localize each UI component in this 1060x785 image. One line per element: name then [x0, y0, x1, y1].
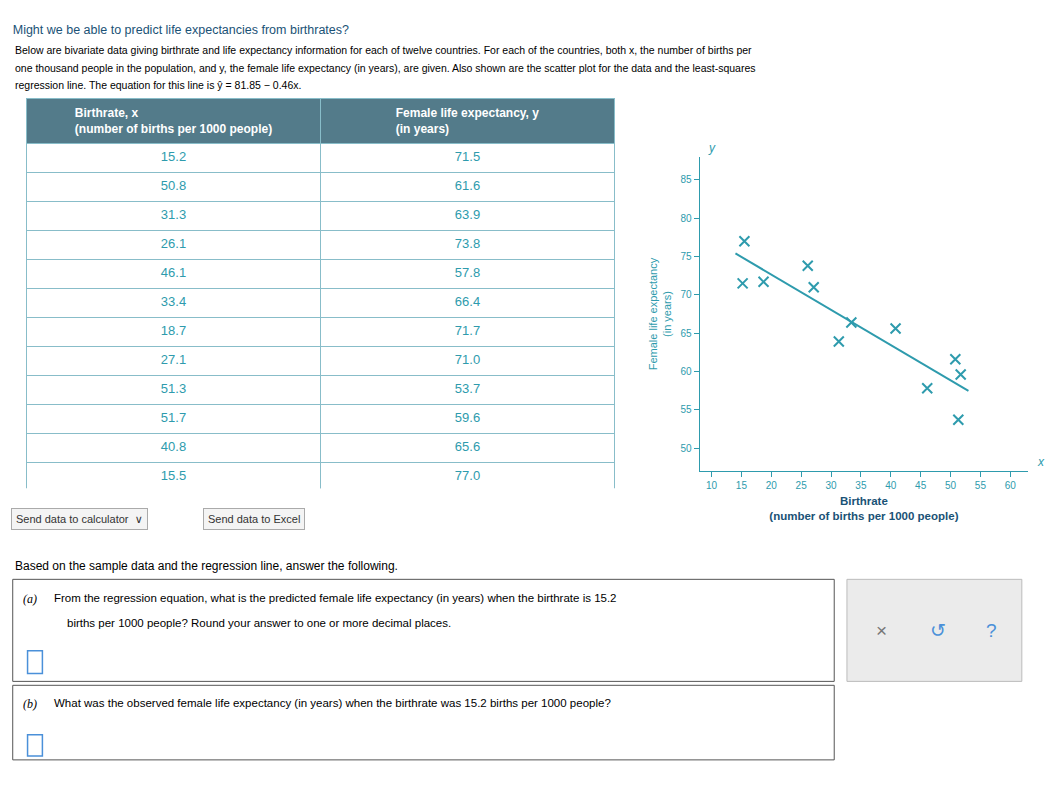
- svg-text:27.1: 27.1: [161, 352, 186, 367]
- svg-text:Female life expectancy, y(in y: Female life expectancy, y(in years): [396, 106, 540, 136]
- svg-text:55: 55: [975, 480, 987, 491]
- svg-text:80: 80: [680, 213, 692, 224]
- svg-text:x: x: [1037, 455, 1045, 469]
- svg-text:50: 50: [945, 480, 957, 491]
- svg-text:33.4: 33.4: [161, 294, 186, 309]
- svg-text:65: 65: [680, 328, 692, 339]
- svg-text:15.5: 15.5: [161, 468, 186, 483]
- svg-text:51.3: 51.3: [161, 381, 186, 396]
- svg-text:↺: ↺: [930, 619, 946, 641]
- svg-text:(a): (a): [23, 592, 37, 606]
- svg-text:18.7: 18.7: [161, 323, 186, 338]
- svg-text:40: 40: [885, 480, 897, 491]
- svg-text:15.2: 15.2: [161, 149, 186, 164]
- svg-text:45: 45: [915, 480, 927, 491]
- svg-text:63.9: 63.9: [455, 207, 480, 222]
- svg-text:Send data to calculator ∨: Send data to calculator ∨: [16, 513, 143, 525]
- svg-text:46.1: 46.1: [161, 265, 186, 280]
- svg-text:Might we be able to predict li: Might we be able to predict life expecta…: [13, 23, 349, 37]
- svg-text:70: 70: [680, 289, 692, 300]
- svg-text:30: 30: [825, 480, 837, 491]
- svg-text:(b): (b): [23, 697, 37, 711]
- svg-text:births per 1000 people? Round: births per 1000 people? Round your answe…: [67, 617, 451, 629]
- svg-text:85: 85: [680, 174, 692, 185]
- svg-text:73.8: 73.8: [455, 236, 480, 251]
- svg-text:59.6: 59.6: [455, 410, 480, 425]
- svg-text:Female life expectancy(in year: Female life expectancy(in years): [647, 257, 673, 370]
- svg-text:40.8: 40.8: [161, 439, 186, 454]
- svg-text:From the regression equation,: From the regression equation, what is th…: [54, 592, 617, 604]
- svg-text:75: 75: [680, 251, 692, 262]
- svg-text:one thousand people in the pop: one thousand people in the population, a…: [15, 62, 756, 74]
- svg-text:Based on the sample data and t: Based on the sample data and the regress…: [15, 559, 398, 573]
- svg-text:y: y: [708, 141, 716, 155]
- svg-text:50: 50: [680, 443, 692, 454]
- svg-text:51.7: 51.7: [161, 410, 186, 425]
- svg-text:57.8: 57.8: [455, 265, 480, 280]
- svg-text:55: 55: [680, 404, 692, 415]
- svg-text:71.5: 71.5: [455, 149, 480, 164]
- svg-text:Below are bivariate data givin: Below are bivariate data giving birthrat…: [15, 44, 752, 56]
- svg-text:Send data to Excel: Send data to Excel: [208, 513, 300, 525]
- svg-text:26.1: 26.1: [161, 236, 186, 251]
- svg-text:?: ?: [986, 620, 997, 641]
- svg-text:65.6: 65.6: [455, 439, 480, 454]
- svg-text:71.7: 71.7: [455, 323, 480, 338]
- svg-text:66.4: 66.4: [455, 294, 480, 309]
- svg-text:Birthrate(number of births per: Birthrate(number of births per 1000 peop…: [769, 495, 958, 522]
- svg-text:Birthrate, x(number of births: Birthrate, x(number of births per 1000 p…: [75, 106, 272, 136]
- svg-text:35: 35: [855, 480, 867, 491]
- svg-text:25: 25: [796, 480, 808, 491]
- svg-text:15: 15: [736, 480, 748, 491]
- svg-text:regression line. The equation: regression line. The equation for this l…: [15, 79, 301, 91]
- svg-text:10: 10: [706, 480, 718, 491]
- svg-text:60: 60: [680, 366, 692, 377]
- svg-text:×: ×: [876, 620, 887, 641]
- svg-text:71.0: 71.0: [455, 352, 480, 367]
- svg-text:53.7: 53.7: [455, 381, 480, 396]
- svg-text:77.0: 77.0: [455, 468, 480, 483]
- svg-text:20: 20: [766, 480, 778, 491]
- svg-text:50.8: 50.8: [161, 178, 186, 193]
- svg-text:60: 60: [1005, 480, 1017, 491]
- svg-text:What was the observed female l: What was the observed female life expect…: [54, 697, 611, 709]
- svg-text:61.6: 61.6: [455, 178, 480, 193]
- svg-text:31.3: 31.3: [161, 207, 186, 222]
